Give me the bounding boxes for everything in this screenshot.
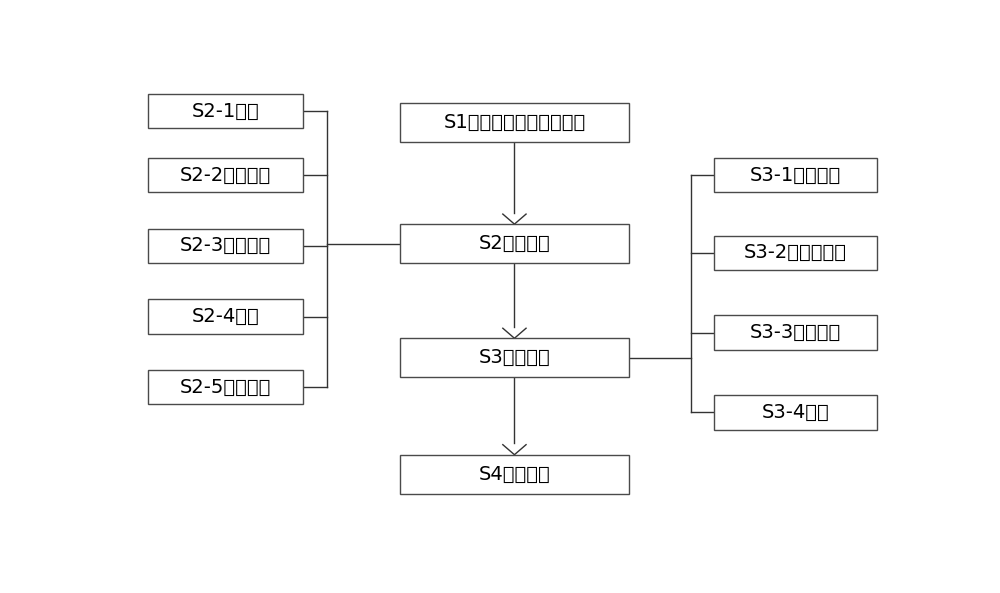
Bar — [400, 338, 629, 377]
Text: S3一次施加: S3一次施加 — [479, 348, 550, 367]
Bar — [400, 455, 629, 493]
Bar — [400, 103, 629, 142]
Text: S1玉米秸秆生物质炭制备: S1玉米秸秆生物质炭制备 — [443, 113, 586, 132]
Text: S3-4循环: S3-4循环 — [762, 403, 829, 422]
Bar — [148, 229, 303, 263]
Bar — [400, 224, 629, 263]
Bar — [714, 235, 877, 270]
Bar — [714, 315, 877, 350]
Text: S2-3二次处理: S2-3二次处理 — [180, 237, 271, 256]
Bar — [148, 94, 303, 128]
Bar — [714, 396, 877, 429]
Text: S3-3二次注水: S3-3二次注水 — [750, 323, 841, 342]
Bar — [148, 299, 303, 334]
Text: S3-2提取水处理: S3-2提取水处理 — [744, 243, 847, 262]
Text: S2竹炭制备: S2竹炭制备 — [479, 234, 550, 253]
Text: S2-5复合制剂: S2-5复合制剂 — [180, 378, 271, 397]
Bar — [714, 158, 877, 192]
Text: S2-4热解: S2-4热解 — [192, 307, 260, 326]
Text: S2-1取样: S2-1取样 — [192, 101, 260, 120]
Text: S2-2一次处理: S2-2一次处理 — [180, 165, 271, 184]
Text: S3-1一次注水: S3-1一次注水 — [750, 165, 841, 184]
Bar — [148, 158, 303, 192]
Bar — [148, 370, 303, 404]
Text: S4二次施加: S4二次施加 — [479, 465, 550, 484]
